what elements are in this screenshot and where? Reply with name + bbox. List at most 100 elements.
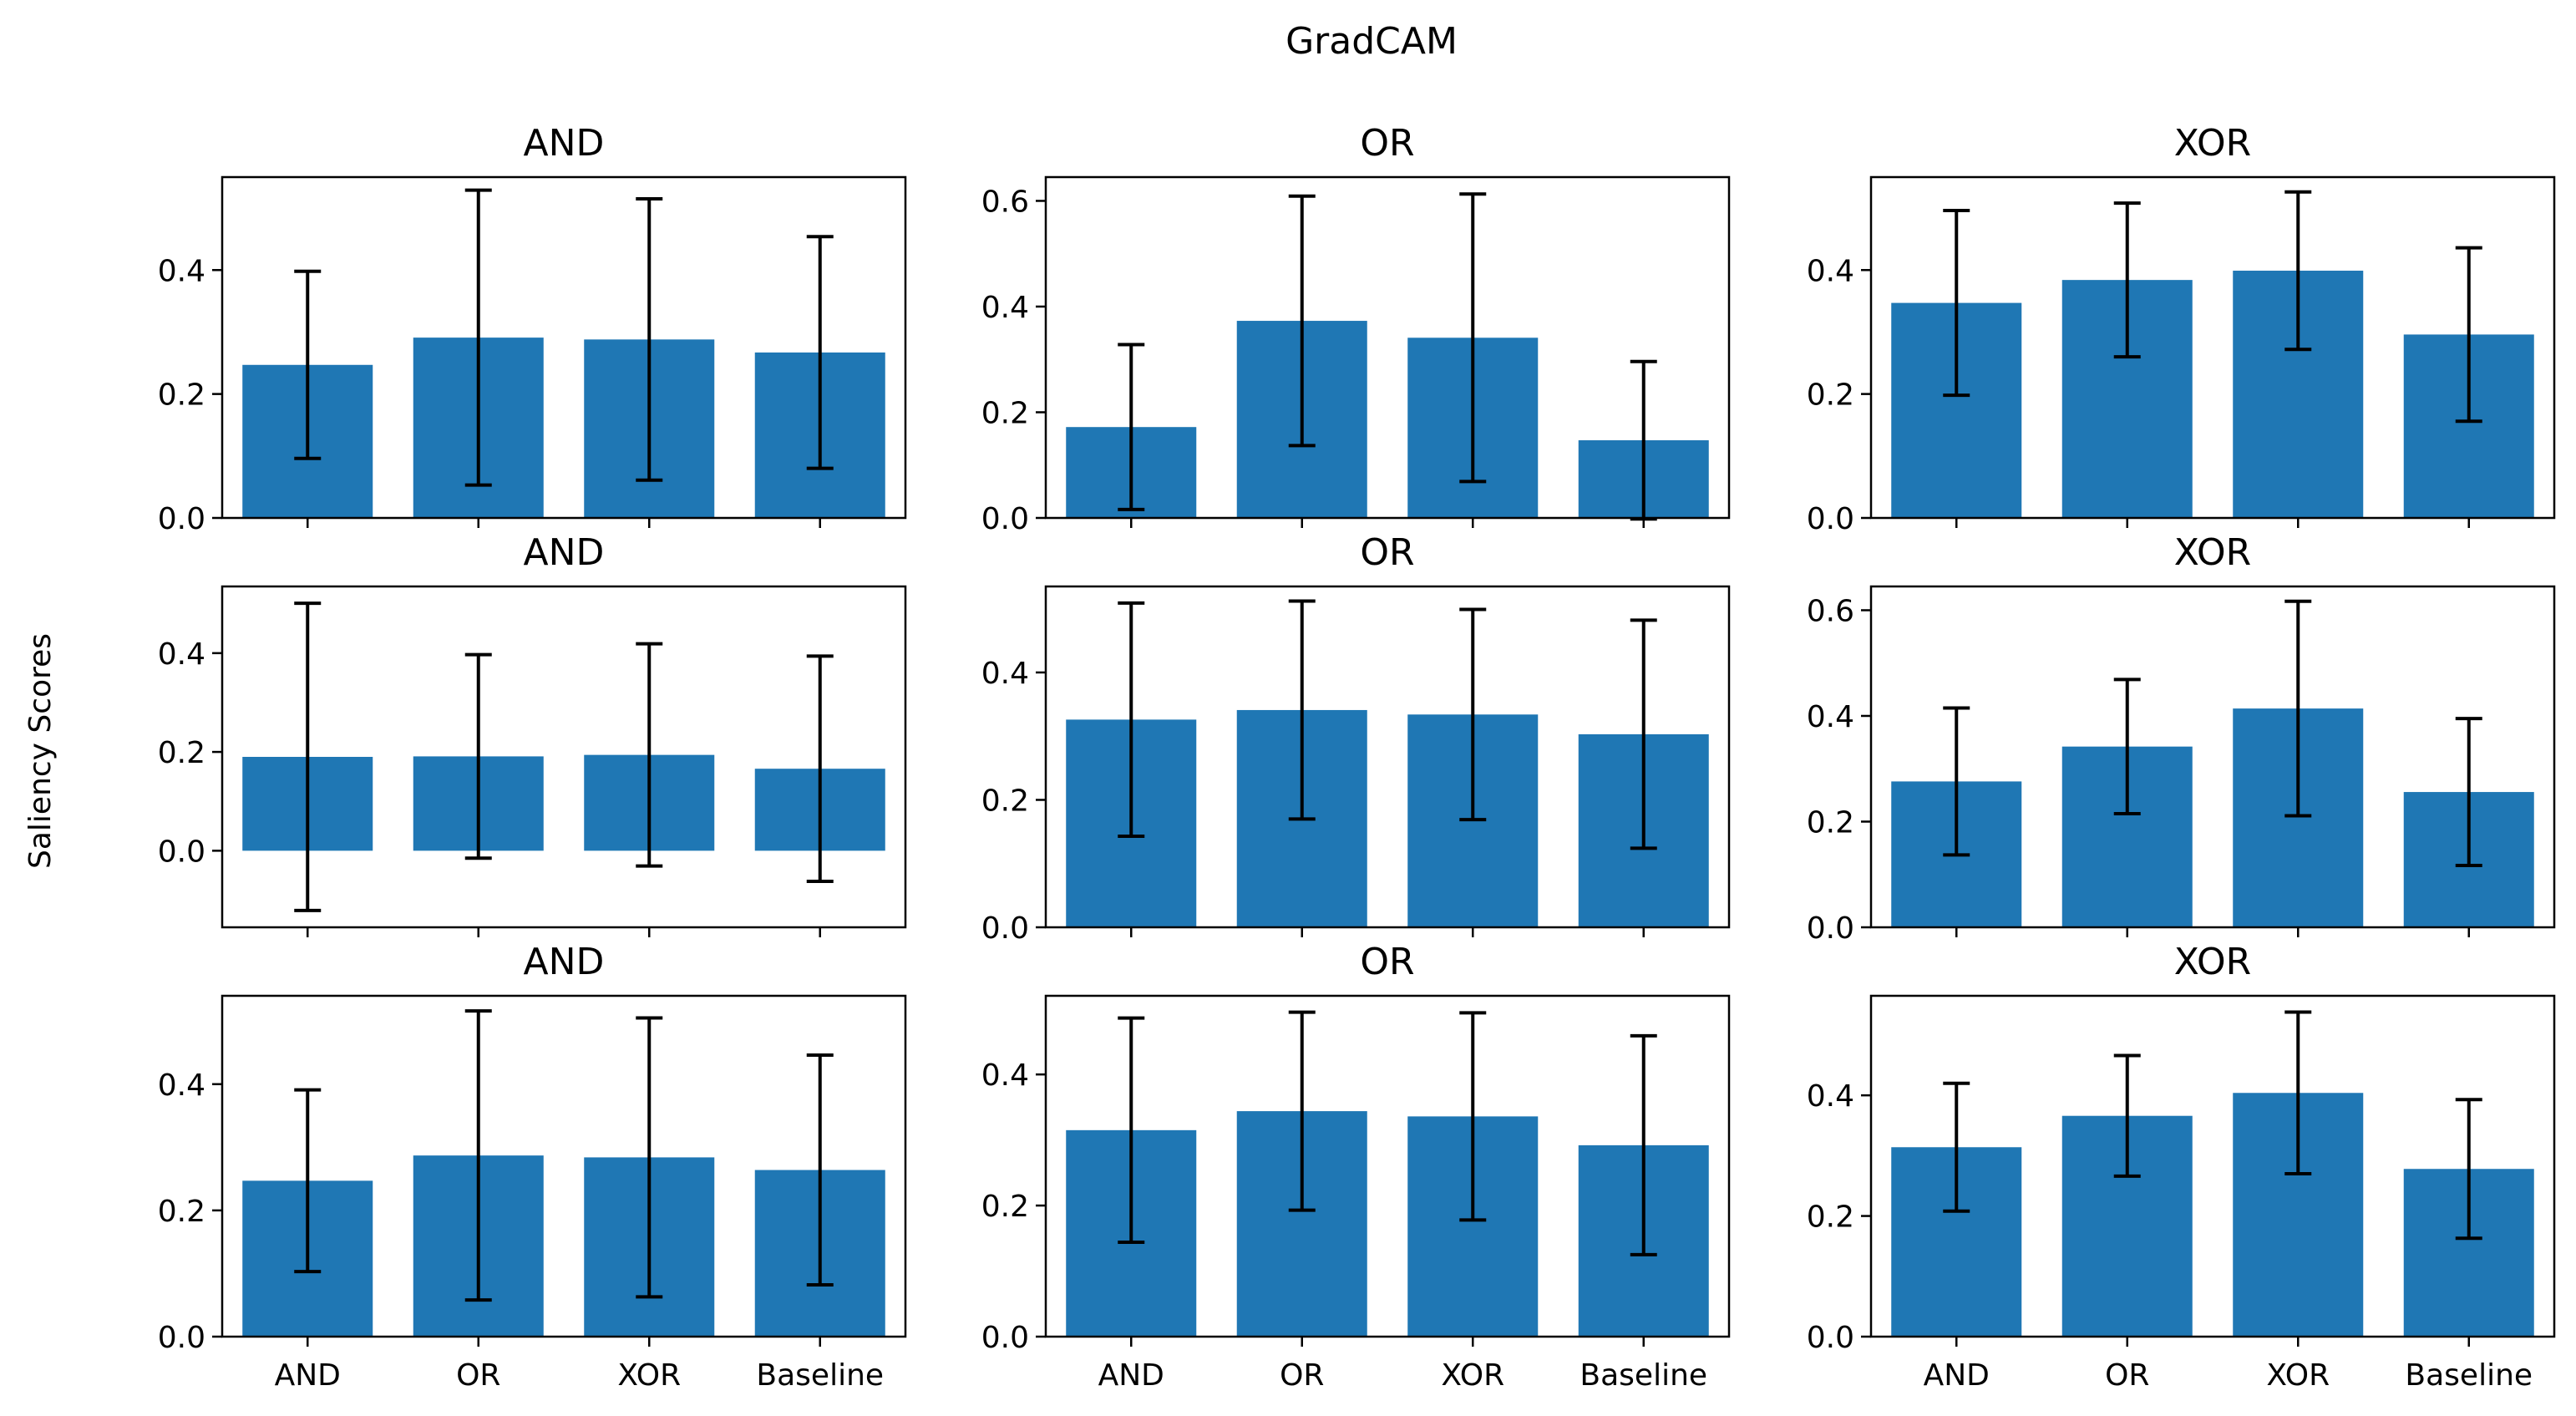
y-tick-label: 0.2 [981, 1190, 1029, 1224]
x-tick-label: Baseline [756, 1358, 884, 1393]
x-tick-label: XOR [2266, 1358, 2330, 1393]
y-tick-label: 0.4 [981, 291, 1029, 325]
subplot-1-3: XOR 0.0 0.2 0.4 [1807, 122, 2556, 536]
errorbar-xor [636, 196, 663, 482]
axes-frame [1044, 175, 1731, 520]
errorbar-and [1943, 706, 1970, 857]
subplot-title: OR [1360, 122, 1414, 165]
y-tick-label: 0.2 [1807, 805, 1854, 840]
y-tick-label: 0.2 [981, 396, 1029, 430]
errorbar-xor [1459, 607, 1487, 822]
errorbar-xor [636, 642, 663, 868]
figure-title: GradCAM [1285, 20, 1458, 63]
x-tick-label: XOR [1441, 1358, 1504, 1393]
errorbar-and [1118, 601, 1145, 838]
subplot-title: OR [1360, 531, 1414, 574]
subplot-2-2: OR 0.0 0.2 0.4 [981, 531, 1731, 946]
subplot-grid: AND0.00.20.4OR0.00.20.40.6XOR0.00.20.4AN… [158, 122, 2556, 1393]
subplot-3-3: XOR 0.0 0.2 0.4 AND OR XOR Baseline [1807, 941, 2556, 1393]
axes-frame [1044, 585, 1731, 929]
subplot-title: AND [524, 531, 605, 574]
y-tick-label: 0.0 [158, 502, 205, 536]
x-tick-label: OR [1280, 1358, 1324, 1393]
subplot-title: AND [524, 122, 605, 165]
y-tick-label: 0.2 [158, 378, 205, 413]
x-tick-label: AND [275, 1358, 341, 1393]
x-tick-label: OR [2105, 1358, 2149, 1393]
errorbar-xor [1459, 192, 1487, 484]
axes-frame [1869, 585, 2556, 929]
subplot-title: XOR [2174, 531, 2252, 574]
y-tick-label: 0.0 [158, 835, 205, 869]
y-tick-label: 0.0 [981, 911, 1029, 946]
y-tick-label: 0.4 [1807, 254, 1854, 288]
subplot-title: XOR [2174, 122, 2252, 165]
x-tick-label: Baseline [1580, 1358, 1707, 1393]
errorbar-and [294, 1088, 322, 1274]
errorbar-baseline [806, 654, 834, 884]
subplot-3-2: OR 0.0 0.2 0.4 AND OR XOR Baseline [981, 941, 1731, 1393]
y-tick-label: 0.4 [981, 657, 1029, 691]
y-tick-label: 0.2 [1807, 378, 1854, 413]
axes-frame [221, 585, 907, 929]
errorbar-xor [636, 1016, 663, 1299]
x-tick-label: OR [456, 1358, 500, 1393]
errorbar-or [2113, 201, 2141, 359]
errorbar-or [1288, 599, 1316, 821]
errorbar-or [1288, 194, 1316, 448]
axes-frame [221, 175, 907, 520]
errorbar-baseline [2455, 717, 2482, 867]
errorbar-baseline [806, 235, 834, 470]
y-tick-label: 0.4 [158, 254, 205, 288]
errorbar-or [464, 652, 492, 860]
errorbar-and [1943, 209, 1970, 398]
axes-frame [1869, 994, 2556, 1338]
errorbar-baseline [1630, 1033, 1657, 1256]
y-tick-label: 0.2 [158, 736, 205, 770]
subplot-2-1: AND 0.0 0.2 0.4 [158, 531, 907, 937]
errorbar-and [1118, 1016, 1145, 1245]
y-tick-label: 0.0 [1807, 502, 1854, 536]
subplot-title: OR [1360, 941, 1414, 983]
y-tick-label: 0.4 [1807, 1079, 1854, 1114]
y-tick-label: 0.4 [158, 1068, 205, 1103]
errorbar-and [294, 601, 322, 912]
errorbar-and [1943, 1081, 1970, 1213]
errorbar-and [294, 269, 322, 460]
errorbar-baseline [2455, 1098, 2482, 1241]
y-tick-label: 0.2 [981, 784, 1029, 818]
x-tick-label: AND [1924, 1358, 1990, 1393]
errorbar-or [464, 188, 492, 487]
y-tick-label: 0.0 [981, 502, 1029, 536]
y-tick-label: 0.4 [158, 637, 205, 672]
y-tick-label: 0.2 [158, 1195, 205, 1229]
errorbar-or [1288, 1010, 1316, 1212]
y-tick-label: 0.6 [981, 185, 1029, 219]
errorbar-xor [2284, 190, 2312, 352]
subplot-title: XOR [2174, 941, 2252, 983]
subplot-1-2: OR 0.0 0.2 0.4 0.6 [981, 122, 1731, 536]
y-tick-label: 0.0 [1807, 911, 1854, 946]
axes-frame [1869, 175, 2556, 520]
x-tick-label: Baseline [2405, 1358, 2533, 1393]
errorbar-xor [2284, 1010, 2312, 1176]
y-tick-label: 0.0 [158, 1321, 205, 1355]
x-tick-label: XOR [617, 1358, 681, 1393]
x-tick-label: AND [1098, 1358, 1164, 1393]
errorbar-or [2113, 678, 2141, 815]
y-tick-label: 0.4 [1807, 700, 1854, 734]
errorbar-and [1118, 343, 1145, 511]
y-axis-label: Saliency Scores [23, 633, 58, 869]
subplot-3-1: AND 0.0 0.2 0.4 AND OR XOR Baseline [158, 941, 907, 1393]
axes-frame [221, 994, 907, 1338]
y-tick-label: 0.2 [1807, 1200, 1854, 1235]
errorbar-or [2113, 1053, 2141, 1178]
y-tick-label: 0.0 [1807, 1321, 1854, 1355]
subplot-2-3: XOR 0.0 0.2 0.4 0.6 [1807, 531, 2556, 946]
errorbar-xor [1459, 1011, 1487, 1222]
errorbar-baseline [806, 1053, 834, 1287]
errorbar-xor [2284, 599, 2312, 818]
subplot-title: AND [524, 941, 605, 983]
errorbar-baseline [1630, 618, 1657, 850]
